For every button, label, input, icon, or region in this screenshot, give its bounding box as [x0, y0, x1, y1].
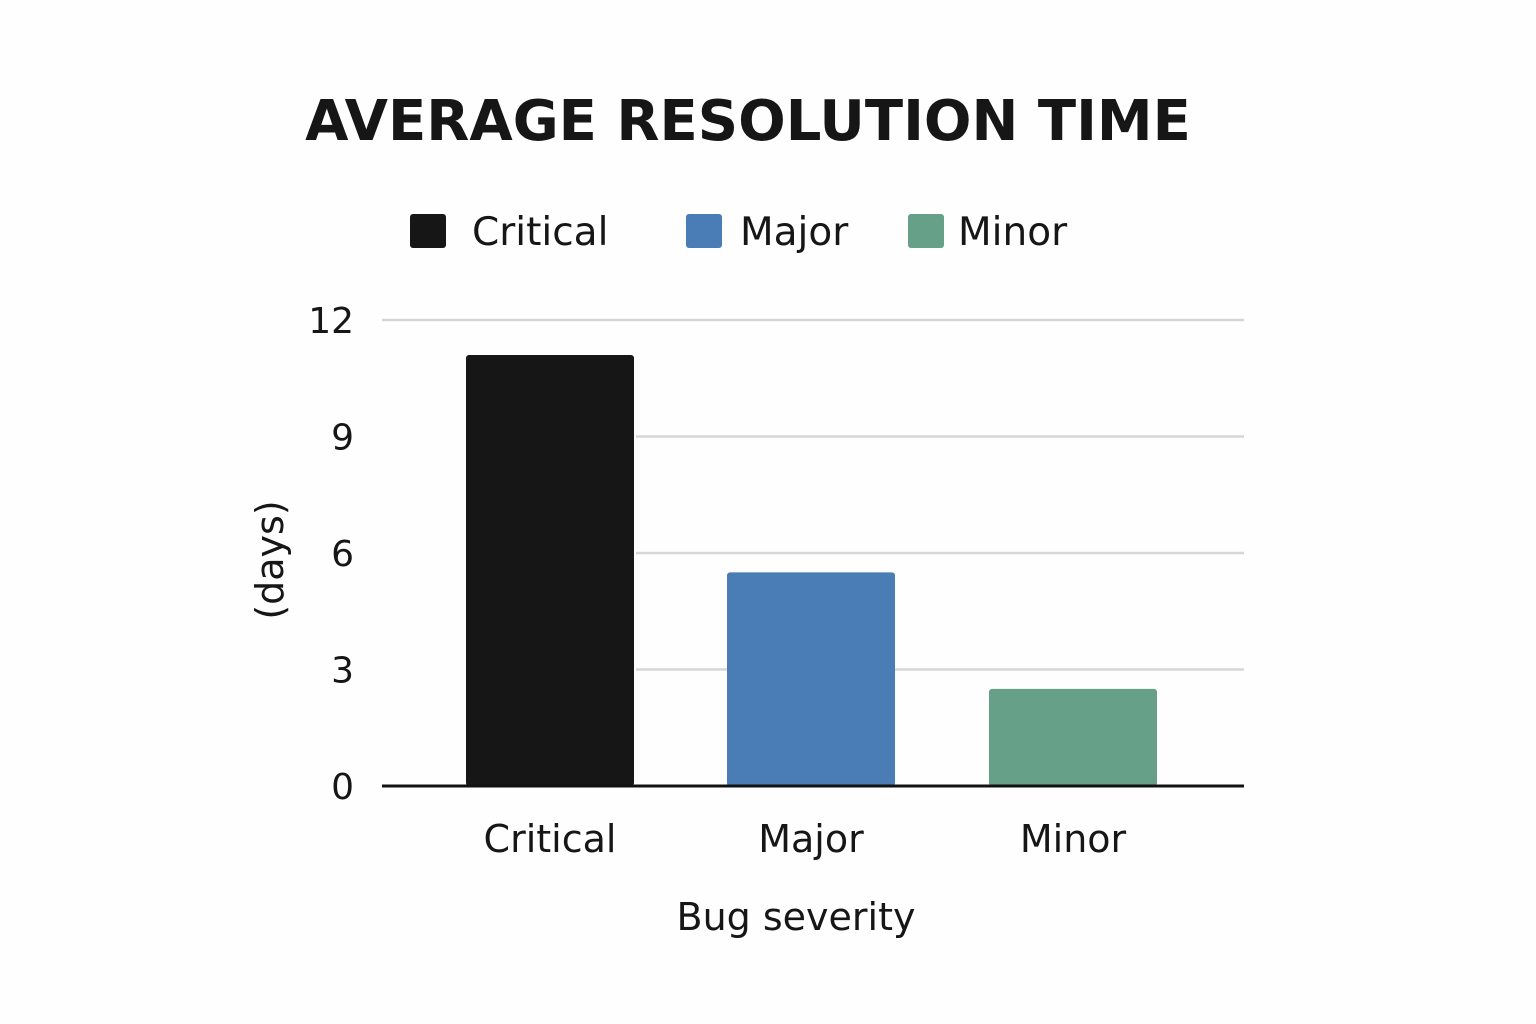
bar-minor: [989, 688, 1157, 786]
bar-critical: [466, 354, 634, 786]
y-tick-labels: 0 3 6 9 12: [308, 301, 354, 808]
y-tick-label-9: 9: [331, 418, 354, 459]
chart-title: AVERAGE RESOLUTION TIME: [305, 89, 1191, 154]
x-tick-labels: Critical Major Minor: [484, 817, 1127, 861]
bar-major: [727, 572, 895, 786]
y-tick-label-3: 3: [331, 651, 354, 692]
legend-label-major: Major: [740, 210, 849, 255]
y-tick-label-6: 6: [331, 534, 354, 575]
legend-swatch-critical: [410, 214, 446, 248]
x-tick-label-minor: Minor: [1020, 817, 1127, 861]
y-tick-label-0: 0: [331, 767, 354, 808]
legend-label-critical: Critical: [472, 210, 608, 255]
legend-swatch-major: [686, 214, 722, 248]
bars: [466, 354, 1157, 786]
y-axis-label: (days): [248, 500, 292, 619]
legend-swatch-minor: [908, 214, 944, 248]
x-tick-label-major: Major: [758, 817, 864, 861]
x-axis-label: Bug severity: [677, 895, 916, 939]
x-tick-label-critical: Critical: [484, 817, 617, 861]
legend: Critical Major Minor: [410, 210, 1068, 255]
gridlines: [382, 318, 1244, 671]
y-tick-label-12: 12: [308, 301, 354, 342]
legend-label-minor: Minor: [958, 210, 1068, 255]
